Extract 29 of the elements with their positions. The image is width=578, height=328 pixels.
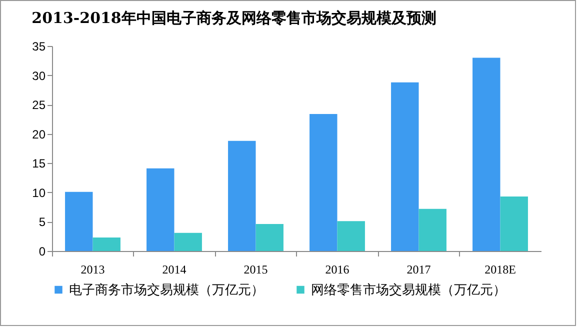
bar <box>65 192 93 251</box>
bar <box>337 221 365 251</box>
bar <box>174 232 202 251</box>
y-tick-label: 30 <box>32 68 46 83</box>
x-tick-label: 2017 <box>406 262 431 276</box>
x-tick-label: 2018E <box>484 262 516 276</box>
bar <box>391 82 419 251</box>
bar <box>310 114 338 251</box>
legend-label: 电子商务市场交易规模（万亿元） <box>69 282 264 298</box>
y-tick-label: 15 <box>32 156 46 171</box>
y-tick-label: 25 <box>32 98 46 112</box>
y-tick-label: 10 <box>32 186 46 200</box>
bar <box>92 238 120 251</box>
x-tick-label: 2013 <box>80 262 105 276</box>
x-tick-label: 2014 <box>162 262 186 276</box>
y-tick-label: 0 <box>38 244 46 258</box>
bar <box>228 140 256 251</box>
x-tick-label: 2015 <box>244 262 268 276</box>
bar <box>146 168 174 251</box>
bar <box>472 58 500 251</box>
y-tick-label: 5 <box>38 215 46 230</box>
x-tick-label: 2016 <box>325 262 350 276</box>
y-tick-label: 35 <box>32 40 46 54</box>
bar <box>418 208 446 251</box>
legend-label: 网络零售市场交易规模（万亿元） <box>311 282 506 298</box>
bar <box>256 224 284 251</box>
y-tick-label: 20 <box>32 127 46 142</box>
bar <box>500 196 528 251</box>
chart-title: 2013-2018年中国电子商务及网络零售市场交易规模及预测 <box>32 9 436 27</box>
